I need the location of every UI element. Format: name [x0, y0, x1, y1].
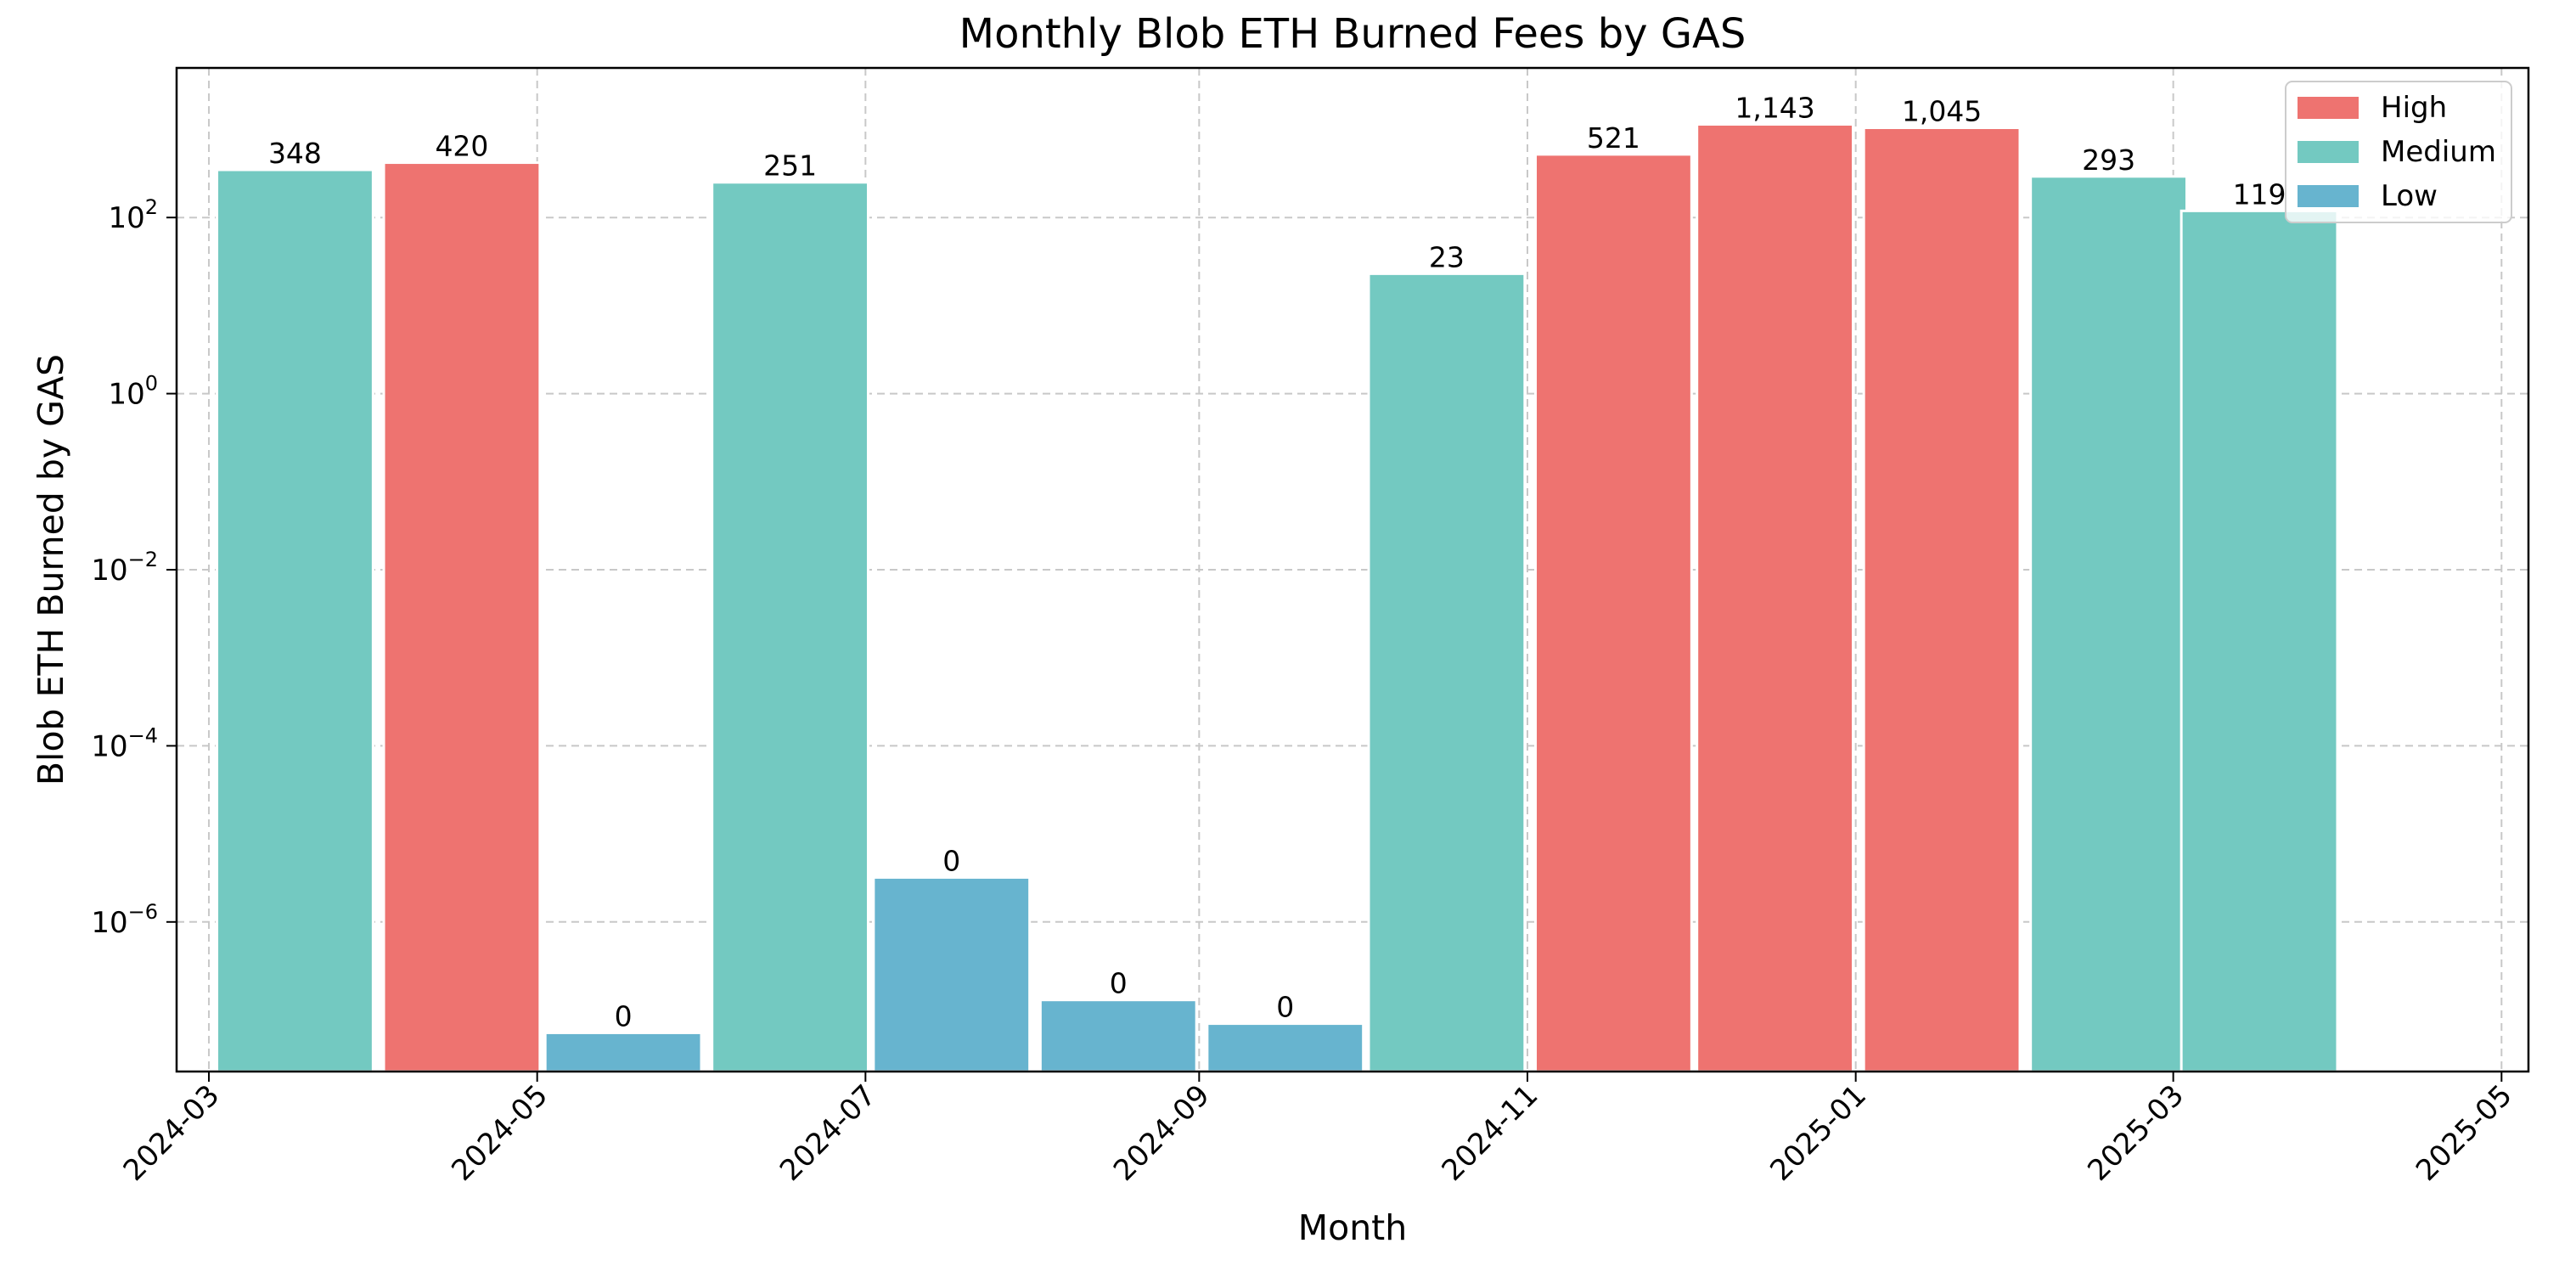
x-axis-label: Month: [1298, 1207, 1408, 1248]
y-tick-exponent: 2: [145, 195, 158, 219]
y-tick-base: 10: [108, 201, 144, 235]
legend-label-high: High: [2381, 91, 2447, 125]
bar-medium: [216, 168, 374, 1073]
bar-high: [382, 161, 542, 1073]
bar-value-label: 521: [1587, 121, 1640, 155]
legend-label-medium: Medium: [2381, 135, 2496, 169]
bar-value-label: 1,045: [1902, 95, 1982, 128]
legend-swatch-high: [2298, 97, 2359, 119]
bar-high: [1696, 122, 1854, 1073]
bar-low: [543, 1031, 703, 1073]
legend-swatch-medium: [2298, 141, 2359, 163]
bar-value-label: 23: [1429, 240, 1465, 273]
legend-label-low: Low: [2381, 179, 2438, 213]
bar-value-label: 293: [2082, 143, 2135, 177]
bar-value-label: 1,143: [1735, 91, 1814, 124]
bar-value-label: 420: [435, 130, 488, 163]
bar-value-label: 251: [763, 149, 817, 183]
y-tick-exponent: −4: [128, 723, 158, 747]
bar-value-label: 0: [942, 844, 960, 877]
bar-labels-layer: 348 420 0 251 0 0 0 23 521 1,143 1,045 293 119: [268, 91, 2286, 1032]
y-tick-exponent: 0: [145, 372, 158, 396]
y-tick-base: 10: [91, 729, 127, 763]
bar-low: [1206, 1022, 1365, 1073]
chart-title: Monthly Blob ETH Burned Fees by GAS: [959, 10, 1746, 58]
y-tick-label: 10−4: [91, 723, 158, 763]
bar-medium: [2029, 175, 2188, 1073]
y-tick-label: 100: [108, 372, 158, 412]
y-tick-base: 10: [108, 378, 144, 412]
bar-low: [872, 875, 1032, 1073]
y-tick-base: 10: [91, 554, 127, 588]
y-tick-label: 10−2: [91, 548, 158, 588]
y-tick-label: 10−6: [91, 900, 158, 940]
bar-high: [1862, 127, 2022, 1073]
legend: High Medium Low: [2285, 81, 2512, 223]
y-axis-label: Blob ETH Burned by GAS: [31, 354, 71, 785]
bar-value-label: 348: [268, 137, 322, 170]
bars-layer: [216, 122, 2339, 1073]
bar-value-label: 0: [615, 999, 633, 1032]
bar-medium: [2179, 209, 2339, 1073]
y-tick-label: 102: [108, 195, 158, 235]
bar-medium: [711, 181, 870, 1073]
legend-swatch-low: [2298, 185, 2359, 207]
bar-value-label: 0: [1276, 991, 1294, 1024]
y-tick-exponent: −2: [128, 548, 158, 571]
bar-medium: [1367, 272, 1527, 1073]
bar-value-label: 0: [1110, 967, 1128, 1000]
bar-low: [1038, 999, 1198, 1073]
bar-high: [1534, 153, 1693, 1073]
y-tick-base: 10: [91, 906, 127, 940]
bar-value-label: 119: [2233, 177, 2286, 211]
y-tick-exponent: −6: [128, 900, 158, 924]
